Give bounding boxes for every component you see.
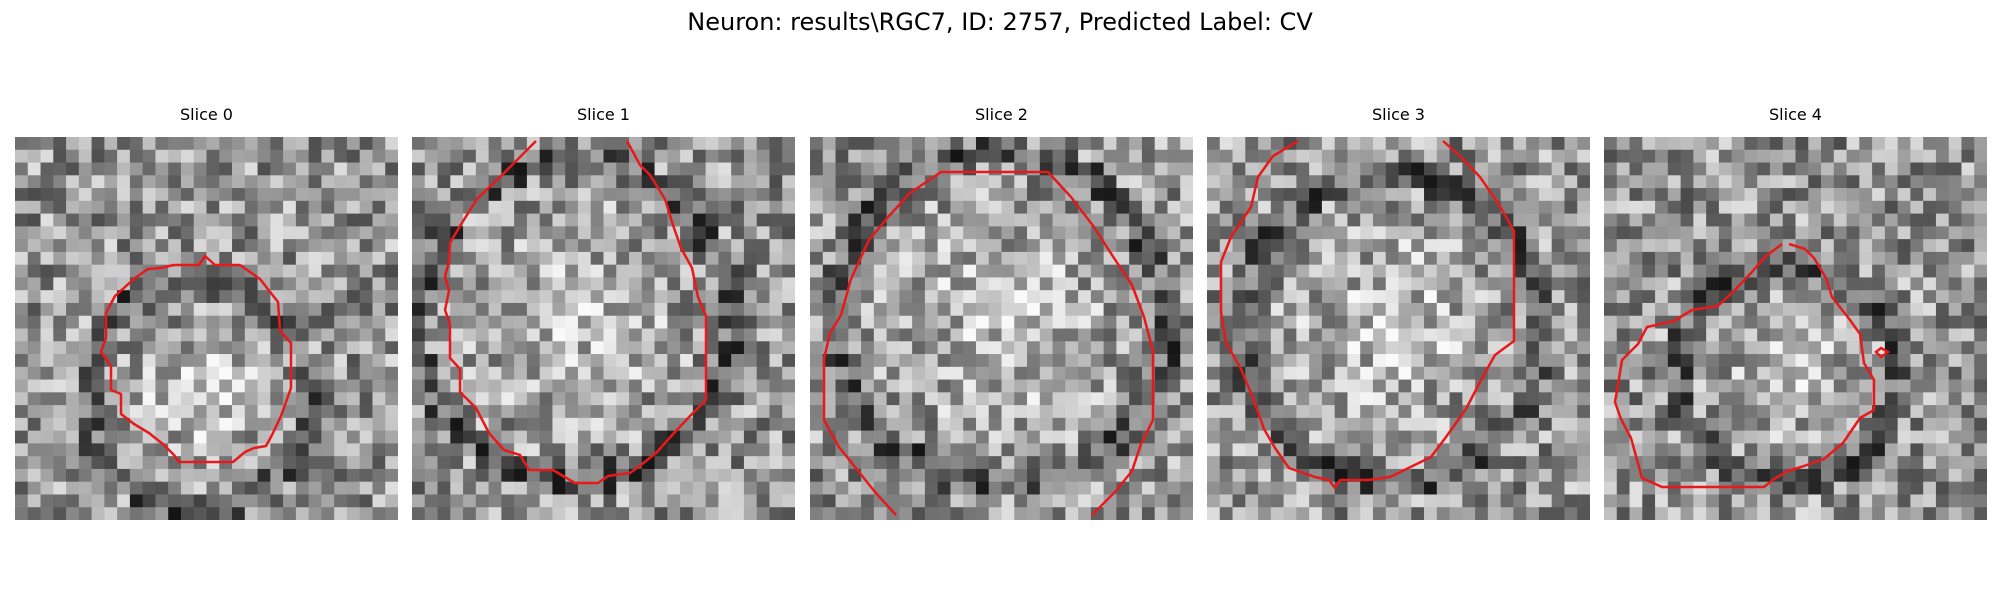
slice-image-2 [810, 137, 1193, 520]
slice-title-1: Slice 1 [577, 105, 630, 124]
slice-pixels-4 [1604, 137, 1987, 520]
slice-panel-0: Slice 0 [15, 105, 398, 520]
slice-pixels-0 [15, 137, 398, 520]
slice-title-0: Slice 0 [180, 105, 233, 124]
slice-pixels-2 [810, 137, 1193, 520]
segmentation-contour-4 [1613, 242, 1876, 489]
slice-pixels-3 [1207, 137, 1590, 520]
segmentation-contour-1 [443, 140, 708, 485]
segmentation-contour-2 [822, 170, 1155, 516]
slice-panel-4: Slice 4 [1604, 105, 1987, 520]
slice-image-4 [1604, 137, 1987, 520]
slice-title-2: Slice 2 [975, 105, 1028, 124]
slice-image-0 [15, 137, 398, 520]
segmentation-contour-3 [1219, 139, 1516, 490]
slice-pixels-1 [412, 137, 795, 520]
segmentation-contour-4-island [1874, 346, 1891, 359]
slice-image-3 [1207, 137, 1590, 520]
figure-title: Neuron: results\RGC7, ID: 2757, Predicte… [687, 8, 1313, 36]
segmentation-contour-0 [99, 254, 293, 464]
slice-image-1 [412, 137, 795, 520]
slice-panel-1: Slice 1 [412, 105, 795, 520]
slice-title-3: Slice 3 [1372, 105, 1425, 124]
slice-title-4: Slice 4 [1769, 105, 1822, 124]
slice-panel-2: Slice 2 [810, 105, 1193, 520]
slice-panel-3: Slice 3 [1207, 105, 1590, 520]
